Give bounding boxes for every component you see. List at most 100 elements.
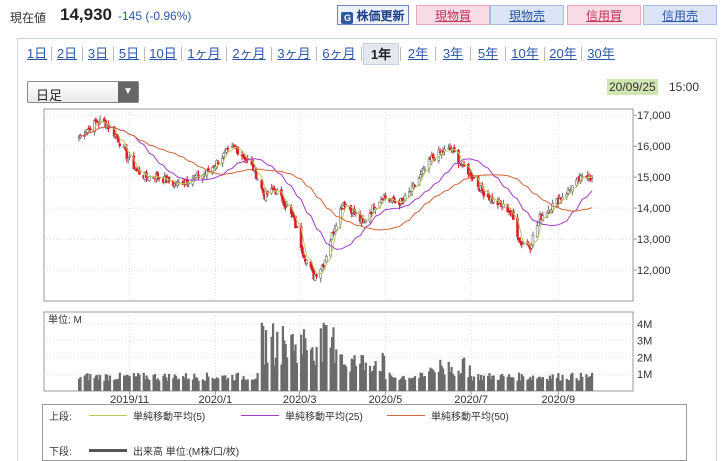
volume-bar xyxy=(413,376,417,391)
tab-0[interactable]: 1日 xyxy=(26,46,48,61)
volume-bar xyxy=(117,378,120,391)
volume-bar xyxy=(104,374,107,391)
volume-bar xyxy=(158,380,161,391)
volume-bar xyxy=(280,364,283,391)
margin-buy-button[interactable]: 信用買 xyxy=(567,5,641,25)
volume-bar xyxy=(499,375,502,391)
candle-body xyxy=(295,226,299,228)
date-tick-label: 2019/11 xyxy=(110,394,149,406)
volume-bar xyxy=(271,323,275,391)
volume-bar xyxy=(423,375,426,391)
volume-bar xyxy=(589,376,592,391)
tab-4[interactable]: 10日 xyxy=(149,46,177,61)
volume-bar xyxy=(315,346,318,391)
candle-body xyxy=(299,225,303,248)
volume-bar xyxy=(463,357,466,391)
tab-1[interactable]: 2日 xyxy=(56,46,78,61)
volume-bar xyxy=(586,377,589,391)
date-tick-label: 2020/3 xyxy=(283,394,317,406)
volume-bar xyxy=(127,375,130,391)
volume-bar xyxy=(567,380,570,391)
legend-volume-swatch xyxy=(89,449,127,452)
volume-bar xyxy=(85,374,88,391)
volume-bar xyxy=(283,340,286,391)
candle-body xyxy=(457,149,460,165)
volume-bar xyxy=(106,374,109,391)
tab-13[interactable]: 10年 xyxy=(511,46,539,61)
moving-average-line xyxy=(78,126,593,231)
volume-bar xyxy=(374,361,377,391)
tab-15[interactable]: 30年 xyxy=(587,46,615,61)
volume-bar xyxy=(486,375,490,391)
tab-separator xyxy=(271,47,272,61)
volume-bar xyxy=(345,366,348,391)
volume-bar xyxy=(83,375,86,391)
volume-bar xyxy=(339,354,342,391)
volume-bar xyxy=(86,373,89,391)
spot-buy-button[interactable]: 現物買 xyxy=(416,5,490,25)
candle-body xyxy=(332,231,335,234)
volume-bar xyxy=(321,361,324,391)
candle-body xyxy=(509,210,512,213)
candle-body xyxy=(381,198,384,201)
volume-bar xyxy=(540,378,543,391)
volume-bar xyxy=(433,372,436,391)
volume-bar xyxy=(124,375,127,391)
volume-bar xyxy=(516,380,519,391)
volume-bar xyxy=(115,379,119,391)
volume-bar xyxy=(226,377,230,391)
interval-select[interactable]: 日足 ▼ xyxy=(27,81,139,103)
legend-ma25: 単純移動平均(25) xyxy=(285,412,363,423)
volume-bar xyxy=(122,375,126,391)
volume-bar xyxy=(588,376,591,391)
tab-11[interactable]: 3年 xyxy=(442,46,464,61)
volume-bar xyxy=(363,370,366,391)
volume-bar xyxy=(174,375,178,391)
tab-separator xyxy=(113,47,114,61)
volume-bar xyxy=(333,362,336,391)
refresh-price-button[interactable]: G 株価更新 xyxy=(337,5,409,25)
tab-3[interactable]: 5日 xyxy=(118,46,140,61)
volume-bar xyxy=(302,329,306,391)
volume-bar xyxy=(359,363,362,391)
volume-bar xyxy=(350,358,353,391)
candle-body xyxy=(301,247,304,254)
volume-bar xyxy=(460,372,463,391)
tab-14[interactable]: 20年 xyxy=(549,46,577,61)
volume-bar xyxy=(557,373,560,391)
candle-body xyxy=(88,128,92,131)
volume-bar xyxy=(93,377,96,391)
volume-bar xyxy=(581,376,584,391)
volume-bar xyxy=(509,377,512,391)
tab-12[interactable]: 5年 xyxy=(477,46,499,61)
volume-bar xyxy=(96,374,99,391)
price-tick-label: 17,000 xyxy=(637,110,671,122)
tab-5[interactable]: 1ヶ月 xyxy=(187,46,221,61)
volume-bar xyxy=(392,377,396,391)
spot-sell-button[interactable]: 現物売 xyxy=(490,5,564,25)
candle-body xyxy=(256,178,259,181)
tab-7[interactable]: 3ヶ月 xyxy=(277,46,311,61)
volume-bar xyxy=(79,377,82,391)
margin-sell-button[interactable]: 信用売 xyxy=(643,5,717,25)
tab-separator xyxy=(181,47,182,61)
volume-bar xyxy=(447,361,450,391)
volume-bar xyxy=(266,362,269,391)
volume-bar xyxy=(537,377,540,391)
tab-6[interactable]: 2ヶ月 xyxy=(232,46,266,61)
volume-bar xyxy=(214,378,217,391)
tab-2[interactable]: 3日 xyxy=(87,46,109,61)
volume-bar xyxy=(536,378,539,391)
tab-9[interactable]: 1年 xyxy=(363,43,399,65)
price-change: -145 (-0.96%) xyxy=(118,9,192,23)
candle-body xyxy=(403,194,407,202)
chart-date: 20/09/25 xyxy=(607,79,658,95)
volume-bar xyxy=(519,380,522,391)
volume-bar xyxy=(264,330,268,391)
volume-bar xyxy=(205,372,209,391)
candle-body xyxy=(531,235,535,246)
volume-bar xyxy=(263,364,266,391)
tab-10[interactable]: 2年 xyxy=(407,46,429,61)
tab-8[interactable]: 6ヶ月 xyxy=(322,46,356,61)
